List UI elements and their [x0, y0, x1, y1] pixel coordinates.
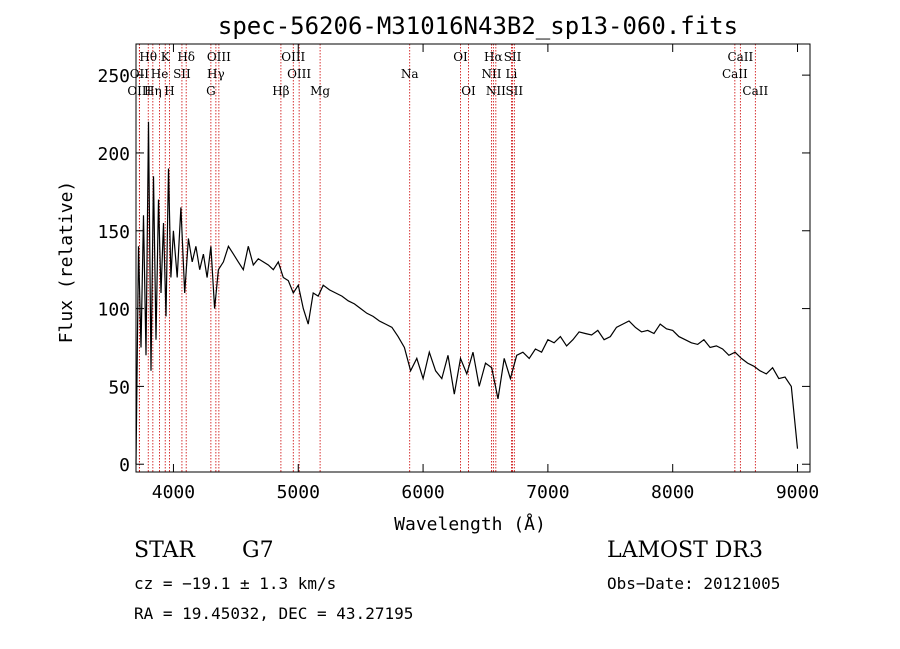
- spectral-line-label: Hγ: [207, 67, 225, 81]
- spectral-line-label: H: [164, 84, 174, 98]
- redshift-cz: cz = −19.1 ± 1.3 km/s: [134, 574, 337, 593]
- object-subclass: G7: [242, 538, 274, 563]
- y-tick-label: 200: [97, 144, 130, 165]
- observation-date: Obs−Date: 20121005: [607, 574, 781, 593]
- x-tick-label: 9000: [776, 482, 819, 503]
- spectral-line-label: Hδ: [177, 50, 195, 64]
- spectral-line-label: CaII: [742, 84, 768, 98]
- spectral-line-label: K: [161, 50, 171, 64]
- spectral-line-label: Hη: [144, 84, 162, 98]
- y-tick-label: 250: [97, 66, 130, 87]
- x-tick-label: 8000: [651, 482, 694, 503]
- spectral-line-label: Li: [506, 67, 518, 81]
- spectral-line-label: OIII: [207, 50, 231, 64]
- spectral-line-label: Na: [401, 67, 419, 81]
- spectral-line-label: OIII: [281, 50, 305, 64]
- spectral-line-label: Hα: [484, 50, 503, 64]
- spectral-line-label: G: [206, 84, 216, 98]
- flux-series-line: [135, 121, 799, 465]
- spectral-line-label: Hθ: [139, 50, 157, 64]
- spectral-line-label: CaII: [727, 50, 753, 64]
- y-tick-label: 0: [119, 455, 130, 476]
- spectral-line-label: OIII: [127, 84, 151, 98]
- chart-title: spec-56206-M31016N43B2_sp13-060.fits: [218, 12, 738, 40]
- y-tick-label: 150: [97, 222, 130, 243]
- x-axis-label: Wavelength (Å): [394, 513, 546, 535]
- x-tick-label: 6000: [401, 482, 444, 503]
- spectral-line-label: OIII: [287, 67, 311, 81]
- spectral-line-label: NII: [481, 67, 501, 81]
- axis-ticks: 4000 5000 6000 7000 8000 9000 0 50 100 150 200 250: [97, 44, 819, 503]
- x-tick-label: 4000: [152, 482, 195, 503]
- spectral-line-label: SII: [173, 67, 191, 81]
- plot-frame: [135, 43, 811, 473]
- spectral-line-label: Mg: [310, 84, 330, 98]
- survey-name: LAMOST DR3: [607, 538, 763, 563]
- spectral-line-markers: [138, 44, 756, 472]
- y-tick-label: 100: [97, 300, 130, 321]
- spectral-line-label: OI: [461, 84, 476, 98]
- ra-dec: RA = 19.45032, DEC = 43.27195: [134, 604, 414, 623]
- spectral-line-label: He: [151, 67, 169, 81]
- spectral-line-label: OI: [453, 50, 468, 64]
- x-tick-label: 5000: [277, 482, 320, 503]
- y-axis-label: Flux (relative): [56, 181, 77, 344]
- spectral-line-label: SII: [504, 50, 522, 64]
- object-class: STAR: [134, 538, 195, 563]
- spectral-line-label: Hβ: [272, 84, 289, 98]
- spectral-line-label: SII: [505, 84, 523, 98]
- spectral-line-label: CaII: [722, 67, 748, 81]
- x-tick-label: 7000: [526, 482, 569, 503]
- spectral-line-label: OII: [130, 67, 150, 81]
- spectral-line-label: NII: [486, 84, 506, 98]
- y-tick-label: 50: [108, 377, 130, 398]
